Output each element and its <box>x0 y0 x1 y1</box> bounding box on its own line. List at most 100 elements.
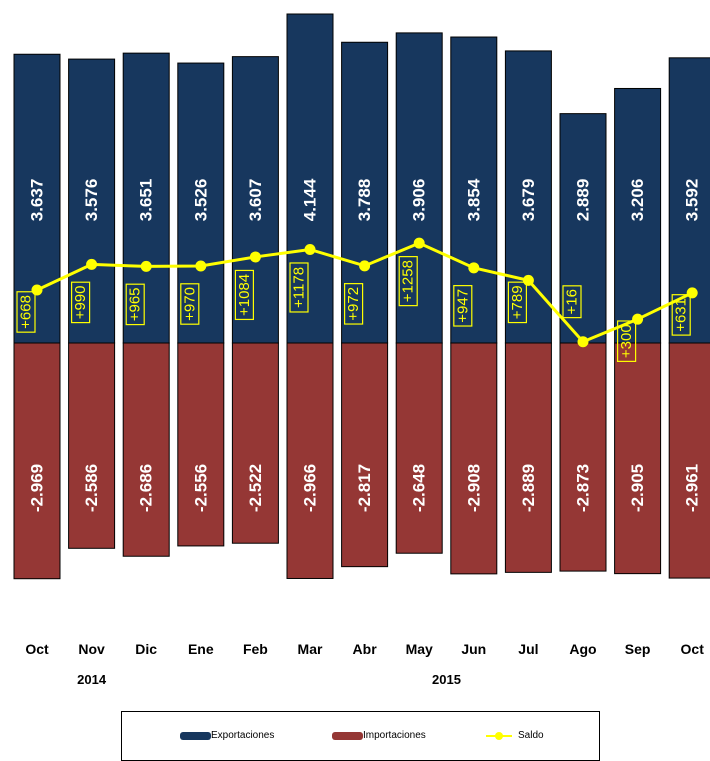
export-value-label: 3.607 <box>246 179 265 222</box>
import-value-label: -2.889 <box>519 464 538 512</box>
saldo-label-box <box>344 283 364 325</box>
x-tick-label: Oct <box>25 641 49 657</box>
export-bar <box>559 113 607 344</box>
saldo-label-box <box>234 269 254 321</box>
export-bar <box>614 87 662 344</box>
legend-swatch-saldo <box>486 731 512 740</box>
saldo-value-label: +972 <box>345 287 362 321</box>
export-bar <box>286 13 334 344</box>
import-value-label: -2.556 <box>191 464 210 512</box>
import-value-label: -2.905 <box>628 464 647 512</box>
saldo-line-layer <box>31 237 698 348</box>
saldo-label-box <box>16 291 36 333</box>
export-value-label: 3.576 <box>82 179 101 222</box>
legend-label-saldo: Saldo <box>518 730 544 741</box>
import-bar <box>177 342 225 547</box>
export-value-label: 3.679 <box>519 179 538 222</box>
legend-label-exportaciones: Exportaciones <box>211 730 275 741</box>
year-label-2014: 2014 <box>77 672 107 687</box>
import-value-label: -2.686 <box>137 464 156 512</box>
saldo-point <box>522 274 534 286</box>
export-value-label: 3.526 <box>191 179 210 222</box>
import-value-label: -2.648 <box>410 464 429 512</box>
export-value-label: 3.206 <box>628 179 647 222</box>
saldo-value-label: +1258 <box>400 260 417 302</box>
saldo-label-box <box>671 294 691 336</box>
import-value-label: -2.522 <box>246 464 265 512</box>
import-bar <box>668 342 710 579</box>
import-bar <box>395 342 443 554</box>
export-bar <box>68 58 116 344</box>
x-tick-label: May <box>406 641 433 657</box>
export-bar <box>504 50 552 344</box>
x-tick-label: Dic <box>135 641 157 657</box>
import-value-label: -2.873 <box>574 464 593 512</box>
saldo-value-label: +16 <box>564 289 581 314</box>
import-bar <box>231 342 279 544</box>
saldo-point <box>686 287 698 299</box>
x-tick-label: Abr <box>353 641 378 657</box>
legend-swatch-importaciones <box>332 731 363 740</box>
saldo-point <box>195 260 207 272</box>
import-bar <box>286 342 334 579</box>
saldo-label-box <box>398 256 418 307</box>
saldo-point <box>359 260 371 272</box>
saldo-value-label: +947 <box>454 289 471 323</box>
saldo-label-box <box>453 285 473 327</box>
export-bar <box>122 52 170 344</box>
saldo-point <box>86 258 98 270</box>
legend-item-importaciones: Importaciones <box>332 730 426 741</box>
saldo-point <box>304 243 316 255</box>
saldo-label-box <box>562 285 582 319</box>
saldo-value-label: +300 <box>618 324 635 358</box>
saldo-value-label: +990 <box>72 286 89 320</box>
saldo-point <box>249 251 261 263</box>
x-tick-label: Jul <box>518 641 538 657</box>
x-tick-label: Jun <box>461 641 486 657</box>
x-tick-label: Ago <box>569 641 596 657</box>
export-value-label: 3.592 <box>683 179 702 222</box>
saldo-label-box <box>70 281 91 324</box>
import-value-label: -2.908 <box>464 464 483 512</box>
saldo-value-label: +1084 <box>236 274 253 316</box>
x-tick-label: Ene <box>188 641 214 657</box>
export-value-label: 3.651 <box>137 179 156 222</box>
x-tick-label: Feb <box>243 641 268 657</box>
import-bar <box>68 342 116 549</box>
saldo-value-label: +965 <box>127 287 144 321</box>
export-value-label: 3.906 <box>410 179 429 222</box>
import-bar <box>13 342 61 580</box>
import-bar <box>122 342 170 557</box>
export-bar <box>341 41 389 344</box>
saldo-label-box <box>289 262 309 313</box>
export-value-label: 3.637 <box>28 179 47 222</box>
labels-layer: 3.637 -2.969 3.576 -2.586 3.651 -2.686 3.526 -2… <box>16 178 702 512</box>
bars-layer <box>13 13 710 580</box>
saldo-value-label: +668 <box>18 295 35 329</box>
import-bar <box>504 342 552 573</box>
export-value-label: 4.144 <box>301 178 320 221</box>
saldo-value-label: +970 <box>181 287 198 321</box>
import-bar <box>559 342 607 572</box>
x-axis: Oct Nov Dic Ene Feb Mar Abr May Jun Jul Ago Sep Oct 2… <box>25 641 704 687</box>
legend-item-exportaciones: Exportaciones <box>180 730 274 741</box>
x-tick-label: Oct <box>681 641 705 657</box>
legend-item-saldo: Saldo <box>486 730 544 741</box>
saldo-label-box <box>616 320 637 362</box>
legend-swatch-exportaciones <box>180 731 211 740</box>
import-value-label: -2.586 <box>82 464 101 512</box>
export-value-label: 2.889 <box>574 179 593 222</box>
saldo-label-box <box>125 283 145 326</box>
import-value-label: -2.966 <box>301 464 320 512</box>
x-tick-label: Nov <box>78 641 105 657</box>
saldo-label-box <box>180 283 200 325</box>
export-bar <box>450 36 498 344</box>
saldo-value-label: +631 <box>673 298 690 332</box>
import-bar <box>450 342 498 575</box>
export-bar <box>395 32 443 344</box>
export-value-label: 3.788 <box>355 179 374 222</box>
import-value-label: -2.817 <box>355 464 374 512</box>
saldo-label-box <box>507 281 527 324</box>
legend: Exportaciones Importaciones Saldo <box>121 711 600 761</box>
year-label-2015: 2015 <box>432 672 461 687</box>
